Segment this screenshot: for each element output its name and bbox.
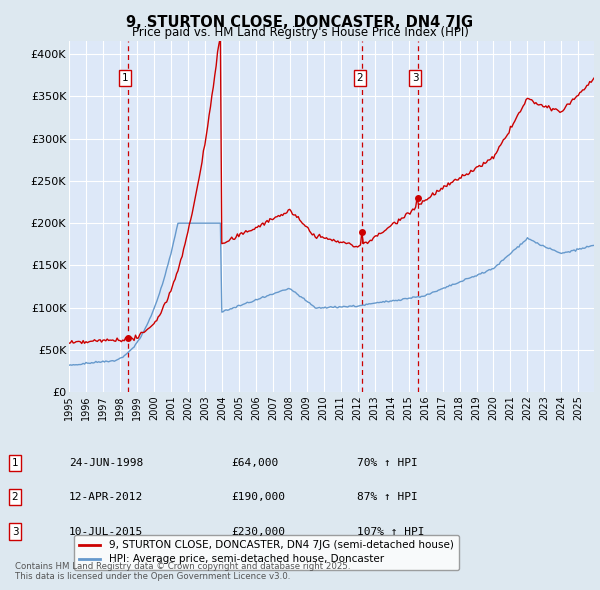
Text: £230,000: £230,000 <box>231 527 285 536</box>
Text: 107% ↑ HPI: 107% ↑ HPI <box>357 527 425 536</box>
Text: 1: 1 <box>11 458 19 468</box>
Text: 12-APR-2012: 12-APR-2012 <box>69 493 143 502</box>
Text: 2: 2 <box>356 73 363 83</box>
Text: Price paid vs. HM Land Registry's House Price Index (HPI): Price paid vs. HM Land Registry's House … <box>131 26 469 39</box>
Text: 70% ↑ HPI: 70% ↑ HPI <box>357 458 418 468</box>
Text: 9, STURTON CLOSE, DONCASTER, DN4 7JG: 9, STURTON CLOSE, DONCASTER, DN4 7JG <box>127 15 473 30</box>
Text: 87% ↑ HPI: 87% ↑ HPI <box>357 493 418 502</box>
Text: 3: 3 <box>412 73 418 83</box>
Text: £64,000: £64,000 <box>231 458 278 468</box>
Text: Contains HM Land Registry data © Crown copyright and database right 2025.
This d: Contains HM Land Registry data © Crown c… <box>15 562 350 581</box>
Legend: 9, STURTON CLOSE, DONCASTER, DN4 7JG (semi-detached house), HPI: Average price, : 9, STURTON CLOSE, DONCASTER, DN4 7JG (se… <box>74 535 458 570</box>
Text: 2: 2 <box>11 493 19 502</box>
Text: 1: 1 <box>122 73 128 83</box>
Text: £190,000: £190,000 <box>231 493 285 502</box>
Text: 24-JUN-1998: 24-JUN-1998 <box>69 458 143 468</box>
Text: 3: 3 <box>11 527 19 536</box>
Text: 10-JUL-2015: 10-JUL-2015 <box>69 527 143 536</box>
